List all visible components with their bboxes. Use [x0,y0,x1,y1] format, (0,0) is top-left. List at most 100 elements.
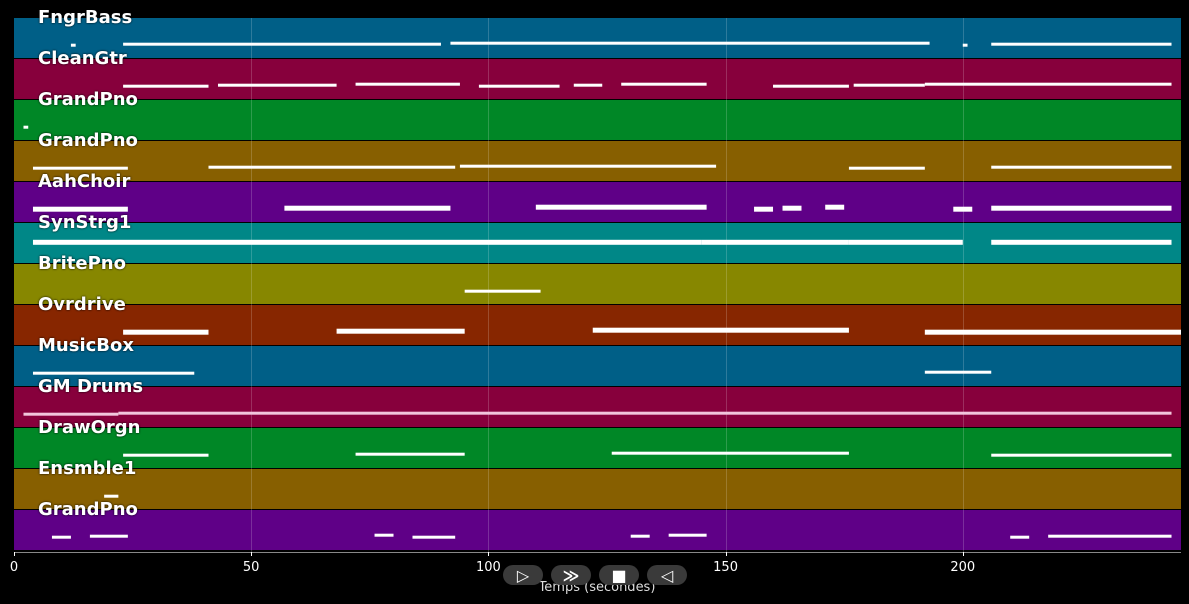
note-segment [208,165,456,169]
track-name: Ensmble1 [38,458,137,479]
note-segment [924,329,1181,335]
tick-label: 150 [713,560,738,575]
note-segment [123,453,209,457]
note-segment [412,535,456,539]
note-segment [962,43,968,47]
note-segment [924,82,1172,86]
track-name: Ovrdrive [38,294,126,315]
track-band [14,510,1181,550]
track-band [14,469,1181,509]
tick-label: 200 [950,560,976,575]
note-segment [459,164,717,168]
track-name: AahChoir [38,171,131,192]
gridline [251,18,253,552]
note-segment [32,166,128,170]
note-segment [535,204,707,210]
note-segment [592,327,849,333]
note-segment [991,165,1172,169]
track-name: DrawOrgn [38,417,141,438]
note-segment [123,42,441,46]
note-segment [374,533,394,537]
note-segment [355,82,460,86]
stop-button[interactable]: ■ [599,565,639,585]
x-axis-line [14,552,1181,553]
note-segment [23,125,29,129]
note-segment [70,43,76,47]
note-segment [668,533,707,537]
play-button[interactable]: ▷ [503,565,543,585]
note-segment [1010,535,1030,539]
note-segment [104,494,119,498]
note-segment [573,83,603,87]
note-segment [217,83,337,87]
note-segment [123,84,209,88]
note-segment [355,452,465,456]
note-segment [611,451,849,455]
track-name: GM Drums [38,376,144,397]
note-segment [89,534,128,538]
note-segment [782,205,802,211]
note-segment [23,412,119,416]
note-segment [284,205,451,211]
note-segment [848,166,925,170]
track-name: MusicBox [38,335,134,356]
track-name: BritePno [38,253,126,274]
tick-label: 50 [242,560,260,575]
note-segment [51,535,71,539]
note-segment [848,239,963,245]
track-band [14,346,1181,386]
track-name: CleanGtr [38,48,127,69]
note-segment [924,370,992,374]
track-band [14,428,1181,468]
note-segment [32,239,702,245]
tick-mark [251,552,253,556]
note-segment [336,328,465,334]
track-band [14,18,1181,58]
track-name: GrandPno [38,499,138,520]
note-segment [123,329,209,335]
track-name: SynStrg1 [38,212,132,233]
track-name: FngrBass [38,7,133,28]
note-segment [953,206,973,212]
tick-label: 100 [475,560,501,575]
track-band [14,100,1181,140]
track-name: GrandPno [38,89,138,110]
gridline [725,18,727,552]
tick-mark [725,552,727,556]
note-segment [630,534,650,538]
gridline [962,18,964,552]
note-segment [1048,534,1172,538]
note-segment [32,206,128,212]
tick-mark [962,552,964,556]
note-segment [621,82,707,86]
note-segment [991,42,1172,46]
note-segment [853,83,925,87]
note-segment [450,41,930,45]
note-segment [32,371,195,375]
note-segment [773,84,849,88]
track-band [14,264,1181,304]
note-segment [825,204,845,210]
tick-mark [488,552,490,556]
gridline [488,18,490,552]
track-band [14,59,1181,99]
tick-mark [14,552,15,556]
track-name: GrandPno [38,130,138,151]
note-segment [478,84,560,88]
note-segment [701,239,849,245]
note-segment [118,411,1172,415]
note-segment [991,205,1172,211]
note-segment [754,206,774,212]
tick-label: 0 [9,560,19,575]
fast-forward-button[interactable]: ≫ [551,565,591,585]
track-band [14,387,1181,427]
track-band [14,305,1181,345]
rewind-button[interactable]: ◁ [647,565,687,585]
note-segment [991,239,1172,245]
note-segment [991,453,1172,457]
track-band [14,141,1181,181]
note-segment [464,289,541,293]
track-band [14,182,1181,222]
